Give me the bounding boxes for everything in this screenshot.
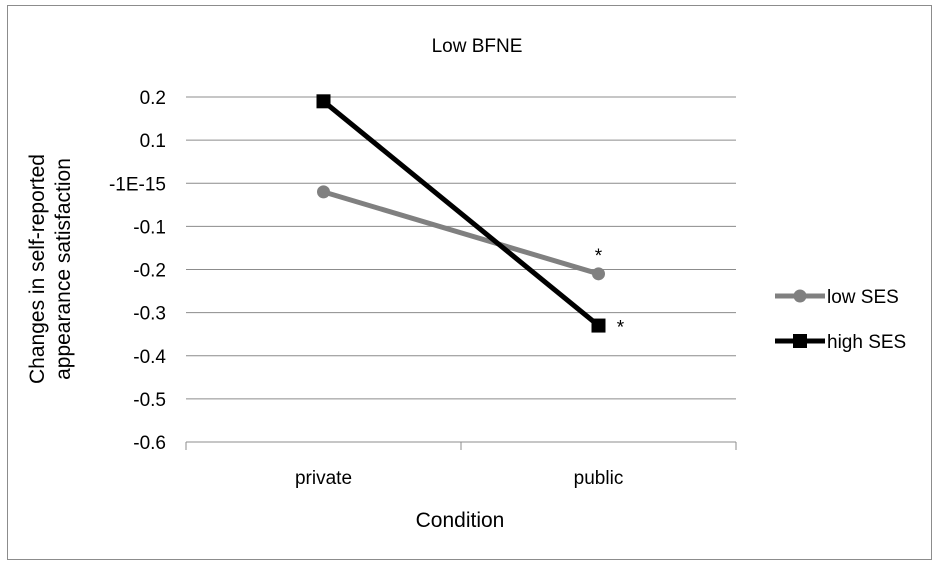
gridlines (186, 96, 736, 400)
significance-marker: * (595, 246, 603, 267)
y-tick-label: -0.6 (133, 433, 166, 454)
y-axis-label-line-1: Changes in self-reported (26, 154, 49, 384)
series-line-high-ses (321, 99, 601, 328)
x-tick-label: private (295, 468, 352, 489)
y-axis-label: Changes in self-reported appearance sati… (26, 154, 75, 384)
significance-marker: * (617, 318, 625, 339)
y-axis-ticks: 0.2 0.1 -1E-15 -0.1 -0.2 -0.3 -0.4 -0.5 -0.6 (109, 88, 166, 454)
legend-marker (793, 334, 807, 348)
legend-entry: high SES (827, 332, 906, 353)
series-line-low-ses (322, 189, 600, 277)
data-point (316, 94, 331, 109)
legend-entry: low SES (827, 287, 899, 308)
x-axis: private public (185, 441, 737, 489)
chart-title: Low BFNE (432, 36, 523, 57)
data-point (591, 318, 606, 333)
y-tick-label: -1E-15 (109, 174, 166, 195)
y-tick-label: -0.3 (133, 304, 166, 325)
y-axis-label-line-2: appearance satisfaction (52, 158, 75, 380)
data-point (592, 267, 605, 281)
y-tick-label: -0.2 (133, 261, 166, 282)
legend-marker (793, 289, 807, 303)
legend: low SES high SES (775, 287, 906, 353)
x-tick-label: public (574, 468, 624, 489)
series-lines: ** (316, 94, 625, 339)
y-tick-label: 0.2 (140, 88, 166, 109)
y-tick-label: -0.1 (133, 217, 166, 238)
y-tick-label: -0.4 (133, 347, 166, 368)
y-tick-label: 0.1 (140, 131, 166, 152)
data-point (317, 185, 330, 199)
x-axis-label: Condition (416, 509, 505, 532)
y-tick-label: -0.5 (133, 390, 166, 411)
